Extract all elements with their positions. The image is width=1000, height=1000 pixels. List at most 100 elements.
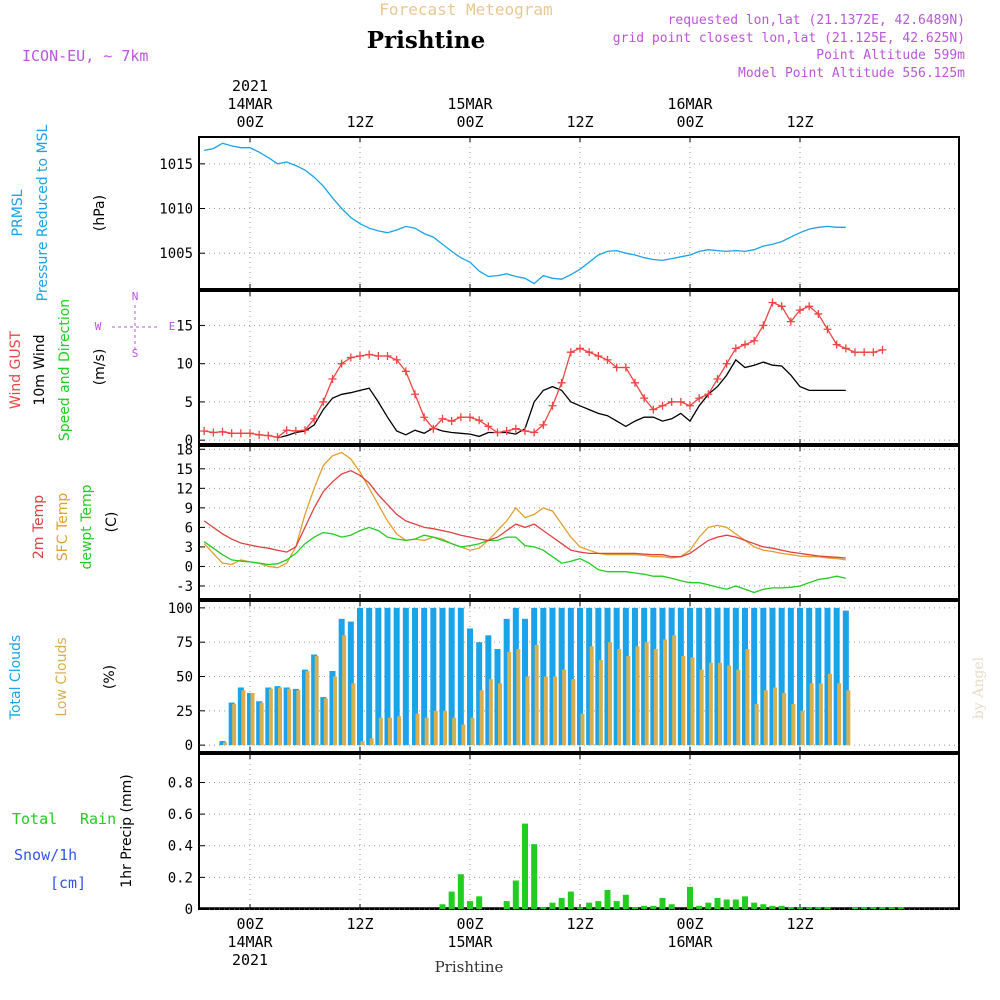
gust-marker xyxy=(282,426,291,435)
rain-bar xyxy=(457,874,464,909)
time-label-bottom: 00Z xyxy=(236,915,263,933)
low-cloud-bar xyxy=(305,671,310,746)
rain-bar xyxy=(742,896,748,909)
low-cloud-bar xyxy=(635,646,640,746)
low-cloud-bar xyxy=(763,690,768,746)
gust-marker xyxy=(640,394,649,403)
low-cloud-bar xyxy=(250,692,255,746)
total-cloud-bar xyxy=(577,607,583,746)
gust-marker xyxy=(301,426,309,435)
rain-bar xyxy=(540,907,547,909)
wind-label-10m: 10m Wind xyxy=(32,334,48,405)
low-cloud-bar xyxy=(745,649,750,746)
total-cloud-bar xyxy=(806,607,813,746)
total-cloud-bar xyxy=(778,607,785,746)
total-cloud-bar xyxy=(668,607,675,746)
total-cloud-bar xyxy=(687,607,693,746)
total-cloud-bar xyxy=(393,607,400,746)
gust-marker xyxy=(401,367,410,376)
low-cloud-bar xyxy=(837,683,842,746)
gust-marker xyxy=(227,429,236,438)
gust-marker xyxy=(786,317,795,326)
total-cloud-bar xyxy=(531,607,538,746)
time-label-top: 16MAR xyxy=(667,95,713,113)
low-cloud-bar xyxy=(617,649,622,746)
temp-unit: (C) xyxy=(104,512,120,533)
rain-bar xyxy=(879,907,886,909)
low-cloud-bar xyxy=(259,702,264,746)
gust-marker xyxy=(796,306,804,315)
gust-marker xyxy=(585,348,594,357)
gust-marker xyxy=(218,427,227,436)
rain-bar xyxy=(467,901,473,909)
ytick-label-wind: 10 xyxy=(176,357,193,373)
low-cloud-bar xyxy=(351,683,356,746)
rain-bar xyxy=(705,902,712,909)
gust-marker xyxy=(631,378,639,387)
rain-bar xyxy=(531,844,538,909)
low-cloud-bar xyxy=(232,703,237,746)
gust-marker xyxy=(383,352,392,361)
time-label-bottom: 00Z xyxy=(456,915,483,933)
ytick-label-temperature: 3 xyxy=(185,540,193,556)
wind-gust-line xyxy=(204,301,883,438)
time-label-top: 12Z xyxy=(786,113,813,131)
compass-s: S xyxy=(132,347,139,360)
total-cloud-bar xyxy=(769,607,776,746)
total-cloud-bar xyxy=(659,607,666,746)
total-cloud-bar xyxy=(402,607,409,746)
credit-text: by Angel xyxy=(971,656,987,719)
pressure-label-2: Pressure Reduced to MSL xyxy=(35,124,51,301)
gust-marker xyxy=(530,428,539,437)
rain-bar xyxy=(852,907,858,909)
ytick-label-precipitation: 0.4 xyxy=(168,839,193,855)
precip-legend-total: Total xyxy=(12,810,57,828)
total-cloud-bar xyxy=(503,618,510,746)
total-cloud-bar xyxy=(540,607,547,746)
rain-bar xyxy=(815,907,822,909)
gust-marker xyxy=(548,401,557,410)
total-cloud-bar xyxy=(338,618,345,746)
low-cloud-bar xyxy=(443,710,447,746)
low-cloud-bar xyxy=(223,742,227,746)
gust-marker xyxy=(310,414,319,423)
total-cloud-bar xyxy=(421,607,428,746)
model-label: ICON-EU, ~ 7km xyxy=(22,47,148,65)
total-cloud-bar xyxy=(448,607,455,746)
gust-marker xyxy=(246,429,254,438)
rain-bar xyxy=(641,905,648,909)
precip-legend-snow: Snow/1h xyxy=(14,846,77,864)
total-cloud-bar xyxy=(430,607,437,746)
rain-bar xyxy=(595,901,602,909)
total-cloud-bar xyxy=(412,607,418,746)
total-cloud-bar xyxy=(494,649,501,746)
panel-frame-precipitation xyxy=(198,753,960,910)
low-cloud-bar xyxy=(516,649,521,746)
ytick-label-pressure: 1015 xyxy=(159,157,193,173)
temp-2m-line xyxy=(203,469,846,559)
ytick-label-pressure: 1010 xyxy=(159,202,193,218)
panel-frame-temperature xyxy=(198,445,960,600)
low-cloud-bar xyxy=(553,676,557,746)
total-cloud-bar xyxy=(219,741,226,746)
low-cloud-bar xyxy=(708,662,713,746)
ytick-label-clouds: 50 xyxy=(176,670,193,686)
low-cloud-bar xyxy=(589,646,594,746)
time-label-bottom: 14MAR xyxy=(227,933,273,951)
gust-marker xyxy=(667,397,676,406)
rain-bar xyxy=(522,823,528,909)
rain-bar xyxy=(870,907,877,909)
gust-marker xyxy=(200,426,209,435)
gust-marker xyxy=(695,394,704,403)
gust-marker xyxy=(860,348,869,357)
rain-bar xyxy=(751,902,758,909)
gust-marker xyxy=(777,302,786,311)
rain-bar xyxy=(668,904,675,909)
total-cloud-bar xyxy=(723,607,730,746)
point-altitude: Point Altitude 599m xyxy=(816,48,965,63)
sfc-temp-line xyxy=(203,451,846,569)
ytick-label-pressure: 1005 xyxy=(159,246,193,262)
total-cloud-bar xyxy=(641,607,648,746)
time-label-bottom: 2021 xyxy=(232,951,268,969)
total-cloud-bar xyxy=(742,607,748,746)
